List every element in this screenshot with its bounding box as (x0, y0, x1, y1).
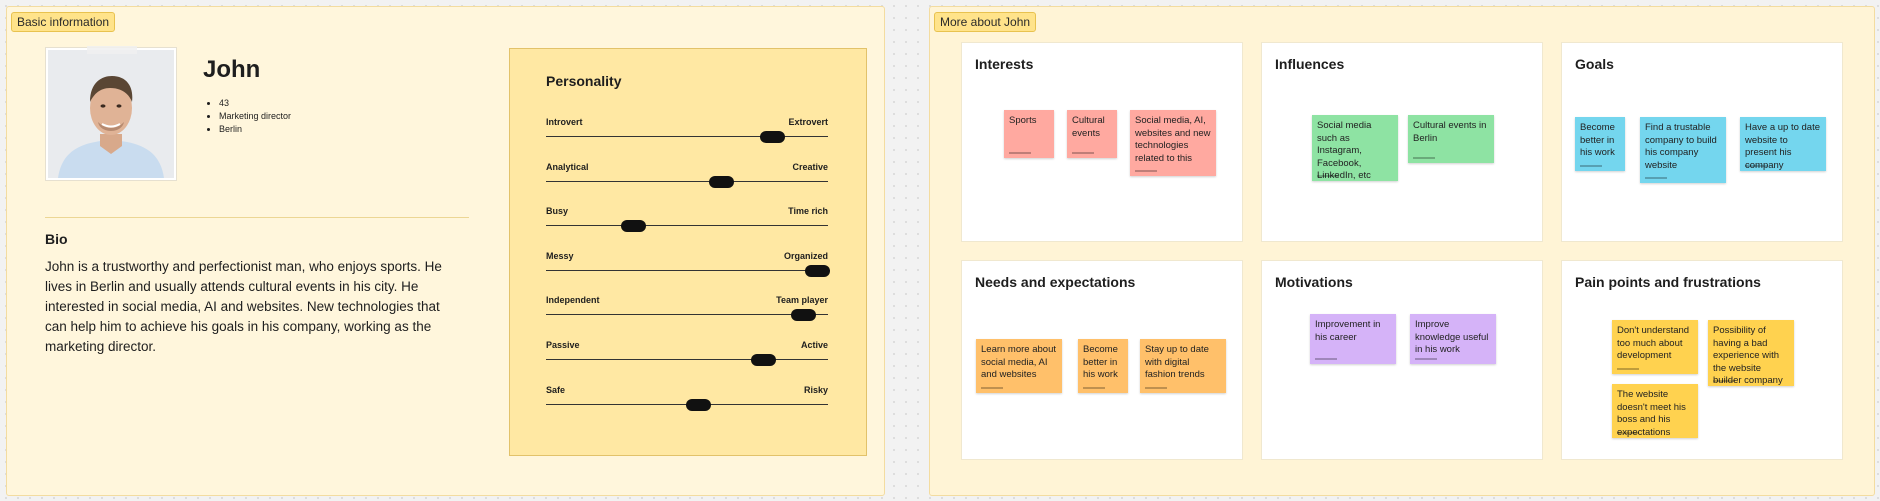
more-about-section[interactable]: More about John Interests Sports Cultura… (929, 6, 1875, 496)
slider-handle[interactable] (790, 309, 816, 322)
sticky-note[interactable]: The website doesn't meet his boss and hi… (1612, 384, 1698, 438)
personality-slider[interactable]: Independent Team player (546, 295, 828, 325)
sticky-note[interactable]: Become better in his work (1078, 339, 1128, 393)
section-tag-basic[interactable]: Basic information (11, 12, 116, 32)
sticky-text: Possibility of having a bad experience w… (1713, 325, 1783, 386)
sticky-note[interactable]: Possibility of having a bad experience w… (1708, 320, 1794, 386)
sticky-text: Become better in his work (1083, 344, 1118, 380)
sticky-text: Cultural events (1072, 115, 1105, 139)
personality-title: Personality (546, 73, 622, 89)
slider-handle[interactable] (621, 220, 647, 233)
card-title: Influences (1275, 56, 1345, 72)
slider-handle[interactable] (686, 398, 712, 411)
personality-slider[interactable]: Analytical Creative (546, 162, 828, 192)
divider-line (45, 217, 469, 218)
card-motivations[interactable]: Motivations Improvement in his career Im… (1261, 260, 1543, 460)
personality-slider[interactable]: Safe Risky (546, 385, 828, 415)
sticky-text: Find a trustable company to build his co… (1645, 122, 1717, 171)
photo-tape (87, 46, 137, 54)
slider-left-label: Messy (546, 250, 574, 261)
fact-city: Berlin (219, 123, 291, 136)
sticky-note[interactable]: Stay up to date with digital fashion tre… (1140, 339, 1226, 393)
slider-handle[interactable] (804, 264, 830, 277)
card-influences[interactable]: Influences Social media such as Instagra… (1261, 42, 1543, 242)
slider-right-label: Risky (803, 384, 828, 395)
card-title: Motivations (1275, 274, 1353, 290)
card-needs[interactable]: Needs and expectations Learn more about … (961, 260, 1243, 460)
slider-right-label: Team player (776, 295, 828, 306)
card-title: Pain points and frustrations (1575, 274, 1761, 290)
section-tag-more[interactable]: More about John (934, 12, 1037, 32)
sticky-note[interactable]: Become better in his work (1575, 117, 1625, 171)
slider-track (546, 359, 828, 360)
sticky-note[interactable]: Improve knowledge useful in his work (1410, 314, 1496, 364)
sticky-text: Social media such as Instagram, Facebook… (1317, 120, 1372, 181)
card-title: Needs and expectations (975, 274, 1136, 290)
sticky-text: Become better in his work (1580, 122, 1615, 158)
portrait-image (48, 50, 174, 178)
bio-title[interactable]: Bio (45, 231, 68, 247)
sticky-note[interactable]: Sports (1004, 110, 1054, 158)
slider-left-label: Introvert (546, 117, 583, 127)
slider-track (546, 225, 828, 227)
card-title: Interests (975, 56, 1034, 72)
slider-left-label: Safe (546, 384, 566, 395)
slider-track (546, 180, 828, 182)
personality-slider[interactable]: Busy Time rich (546, 206, 828, 236)
slider-right-label: Creative (792, 161, 828, 172)
sticky-text: Social media, AI, websites and new techn… (1135, 115, 1211, 164)
sticky-text: Stay up to date with digital fashion tre… (1145, 344, 1209, 380)
sticky-note[interactable]: Have a up to date website to present his… (1740, 117, 1826, 171)
personality-slider[interactable]: Passive Active (546, 340, 828, 370)
sticky-text: Don't understand too much about developm… (1617, 325, 1690, 361)
sticky-note[interactable]: Social media, AI, websites and new techn… (1130, 110, 1216, 176)
slider-right-label: Time rich (788, 206, 828, 217)
card-goals[interactable]: Goals Become better in his work Find a t… (1561, 42, 1843, 242)
slider-left-label: Analytical (546, 161, 589, 172)
slider-right-label: Active (800, 340, 828, 350)
sticky-note[interactable]: Learn more about social media, AI and we… (976, 339, 1062, 393)
personality-card[interactable]: Personality Introvert Extrovert Analytical… (509, 48, 867, 456)
slider-track (546, 269, 828, 271)
card-pain-points[interactable]: Pain points and frustrations Don't under… (1561, 260, 1843, 460)
sticky-note[interactable]: Improvement in his career (1310, 314, 1396, 364)
sticky-note[interactable]: Find a trustable company to build his co… (1640, 117, 1726, 183)
persona-name[interactable]: John (203, 56, 261, 83)
sticky-text: Learn more about social media, AI and we… (981, 344, 1056, 380)
slider-track (546, 314, 828, 316)
sticky-note[interactable]: Don't understand too much about developm… (1612, 320, 1698, 374)
sticky-text: Cultural events in Berlin (1413, 120, 1487, 144)
fact-age: 43 (219, 97, 291, 110)
bio-text[interactable]: John is a trustworthy and perfectionist … (45, 259, 442, 354)
slider-left-label: Passive (546, 340, 580, 350)
sticky-note[interactable]: Cultural events in Berlin (1408, 115, 1494, 163)
profile-photo[interactable] (45, 47, 177, 181)
sticky-text: Improvement in his career (1315, 319, 1381, 343)
sticky-text: The website doesn't meet his boss and hi… (1617, 389, 1686, 438)
card-title: Goals (1575, 56, 1614, 72)
slider-right-label: Extrovert (788, 117, 828, 127)
personality-slider[interactable]: Introvert Extrovert (546, 117, 828, 147)
slider-left-label: Busy (546, 206, 569, 217)
card-interests[interactable]: Interests Sports Cultural events Social … (961, 42, 1243, 242)
slider-handle[interactable] (708, 175, 734, 188)
slider-left-label: Independent (546, 295, 600, 306)
slider-handle[interactable] (759, 131, 785, 143)
basic-information-section[interactable]: Basic information John 43 Marketing dire… (6, 6, 885, 496)
slider-right-label: Organized (783, 250, 828, 261)
slider-track (546, 136, 828, 137)
slider-handle[interactable] (751, 354, 777, 366)
sticky-text: Improve knowledge useful in his work (1415, 319, 1489, 355)
sticky-text: Have a up to date website to present his… (1745, 122, 1820, 171)
fact-job: Marketing director (219, 110, 291, 123)
sticky-text: Sports (1009, 115, 1037, 126)
persona-facts-list[interactable]: 43 Marketing director Berlin (203, 97, 291, 136)
sticky-note[interactable]: Social media such as Instagram, Facebook… (1312, 115, 1398, 181)
sticky-note[interactable]: Cultural events (1067, 110, 1117, 158)
personality-slider[interactable]: Messy Organized (546, 250, 830, 281)
